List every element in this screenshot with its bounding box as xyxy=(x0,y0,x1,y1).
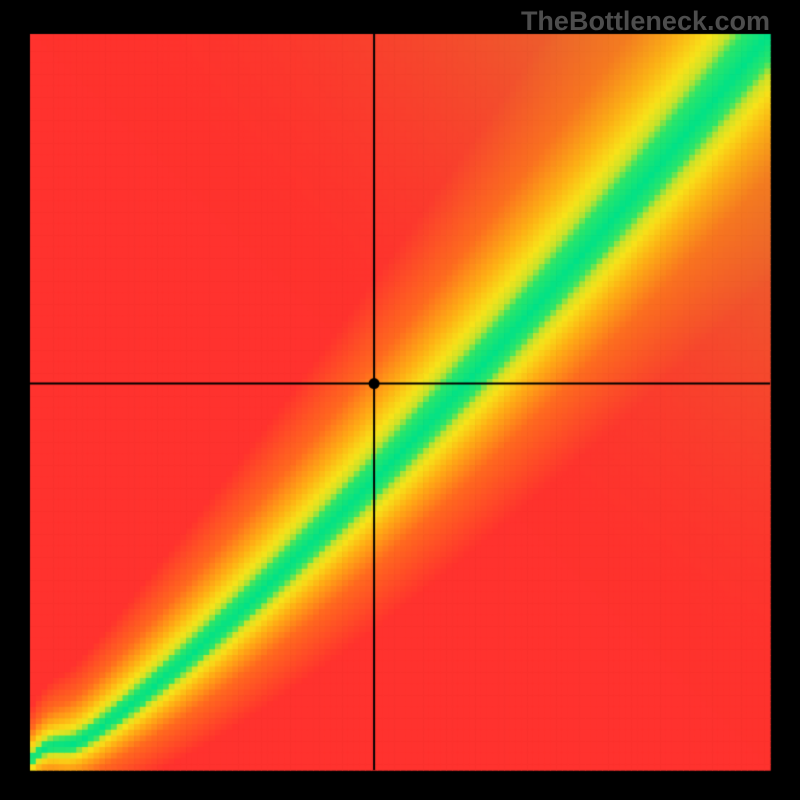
watermark-text: TheBottleneck.com xyxy=(521,6,770,37)
chart-container: { "watermark": { "text": "TheBottleneck.… xyxy=(0,0,800,800)
bottleneck-heatmap xyxy=(0,0,800,800)
